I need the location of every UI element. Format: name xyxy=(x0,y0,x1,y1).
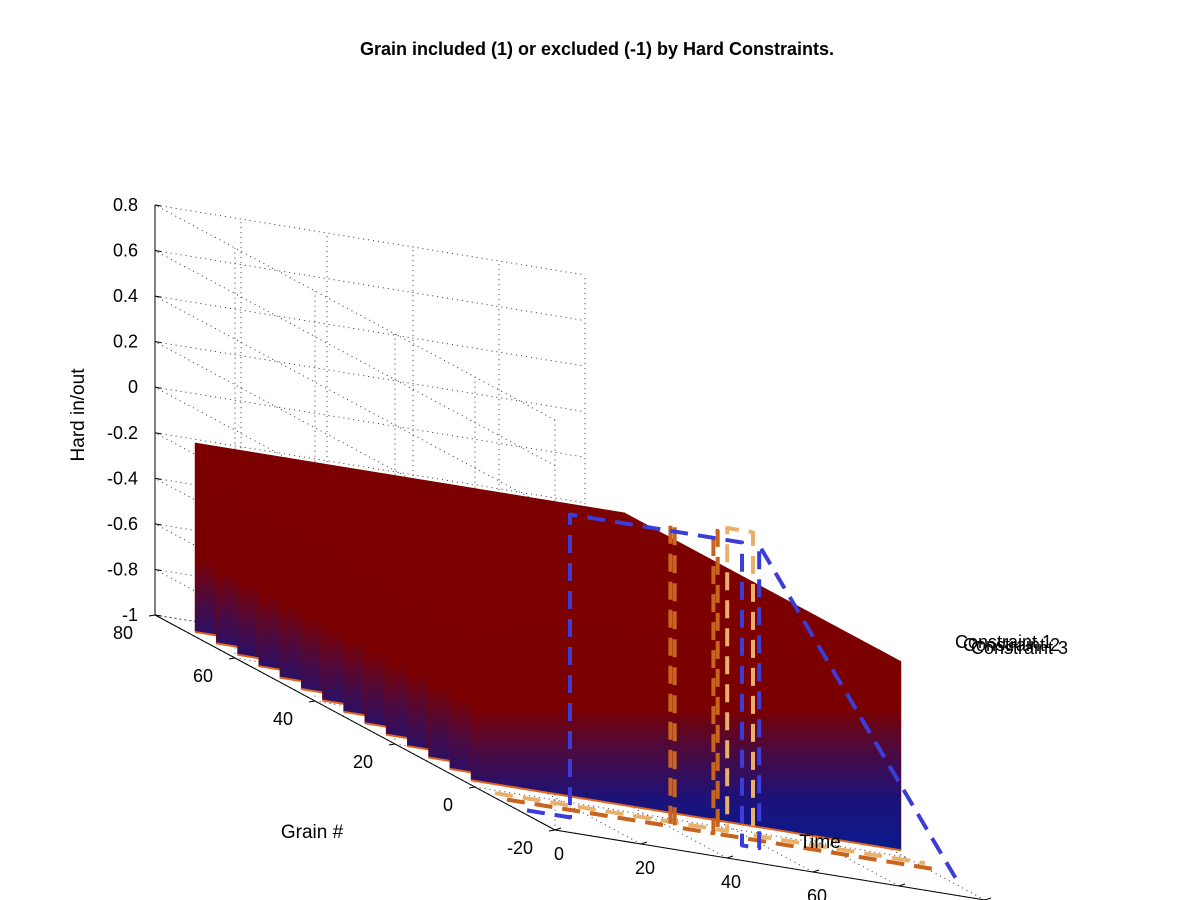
legend-entry-1: Constraint 1 xyxy=(955,632,1052,652)
z-tick-mark xyxy=(154,568,162,571)
y-tick-mark xyxy=(548,829,556,832)
z-tick-mark xyxy=(154,250,162,253)
x-axis-label: Time xyxy=(799,832,841,853)
z-tick-label: 0 xyxy=(128,377,138,397)
constraint-line-2 xyxy=(506,521,938,872)
x-tick-label: 40 xyxy=(721,872,741,892)
x-tick-mark xyxy=(554,827,562,831)
x-tick-mark xyxy=(640,841,648,845)
z-tick-label: -0.4 xyxy=(107,468,138,488)
z-tick-mark xyxy=(154,341,162,344)
y-tick-mark xyxy=(228,657,236,660)
y-axis-label: Grain # xyxy=(281,822,344,843)
z-tick-mark xyxy=(154,386,162,389)
y-tick-label: -20 xyxy=(507,838,533,858)
z-tick-label: -0.8 xyxy=(107,559,138,579)
surface-ribbon-edge xyxy=(470,779,902,852)
constraint-lines xyxy=(494,512,959,882)
z-tick-label: 0.6 xyxy=(113,241,138,261)
z-tick-mark xyxy=(154,295,162,298)
y-tick-label: 40 xyxy=(273,709,293,729)
y-tick-label: 60 xyxy=(193,666,213,686)
z-tick-label: -1 xyxy=(122,605,138,625)
axes xyxy=(148,204,992,900)
x-tick-label: 60 xyxy=(807,886,827,900)
x-axis-line xyxy=(554,829,986,900)
z-tick-label: 0.2 xyxy=(113,332,138,352)
y-tick-label: 80 xyxy=(113,623,133,643)
z-tick-label: 0.8 xyxy=(113,195,138,215)
z-tick-label: 0.4 xyxy=(113,286,138,306)
x-tick-mark xyxy=(898,883,906,887)
x-tick-mark xyxy=(726,855,734,859)
y-tick-mark xyxy=(388,743,396,746)
legend-entry-3: Constraint 3 xyxy=(971,638,1068,658)
constraint-line-1 xyxy=(494,526,926,866)
z-tick-label: -0.2 xyxy=(107,423,138,443)
y-axis-line xyxy=(154,614,556,831)
legend-entry-2: Constraint 2 xyxy=(963,635,1060,655)
surface-top xyxy=(195,442,901,662)
z-tick-label: -0.6 xyxy=(107,514,138,534)
z-tick-mark xyxy=(154,614,162,617)
z-tick-mark xyxy=(154,523,162,526)
y-tick-label: 20 xyxy=(353,752,373,772)
y-tick-mark xyxy=(308,700,316,703)
x-tick-label: 0 xyxy=(554,844,564,864)
z-axis-label: Hard in/out xyxy=(68,368,89,462)
x-tick-label: 20 xyxy=(635,858,655,878)
constraint-line-3 xyxy=(526,512,959,882)
z-tick-mark xyxy=(154,432,162,435)
chart-title: Grain included (1) or excluded (-1) by H… xyxy=(360,39,834,59)
y-tick-mark xyxy=(468,786,476,789)
y-tick-mark xyxy=(148,614,156,617)
tick-labels: 020406080100-20020406080-1-0.8-0.6-0.4-0… xyxy=(107,195,827,900)
x-tick-mark xyxy=(812,869,820,873)
z-tick-mark xyxy=(154,477,162,480)
surface xyxy=(194,442,902,852)
z-tick-mark xyxy=(154,204,162,207)
y-tick-label: 0 xyxy=(443,795,453,815)
